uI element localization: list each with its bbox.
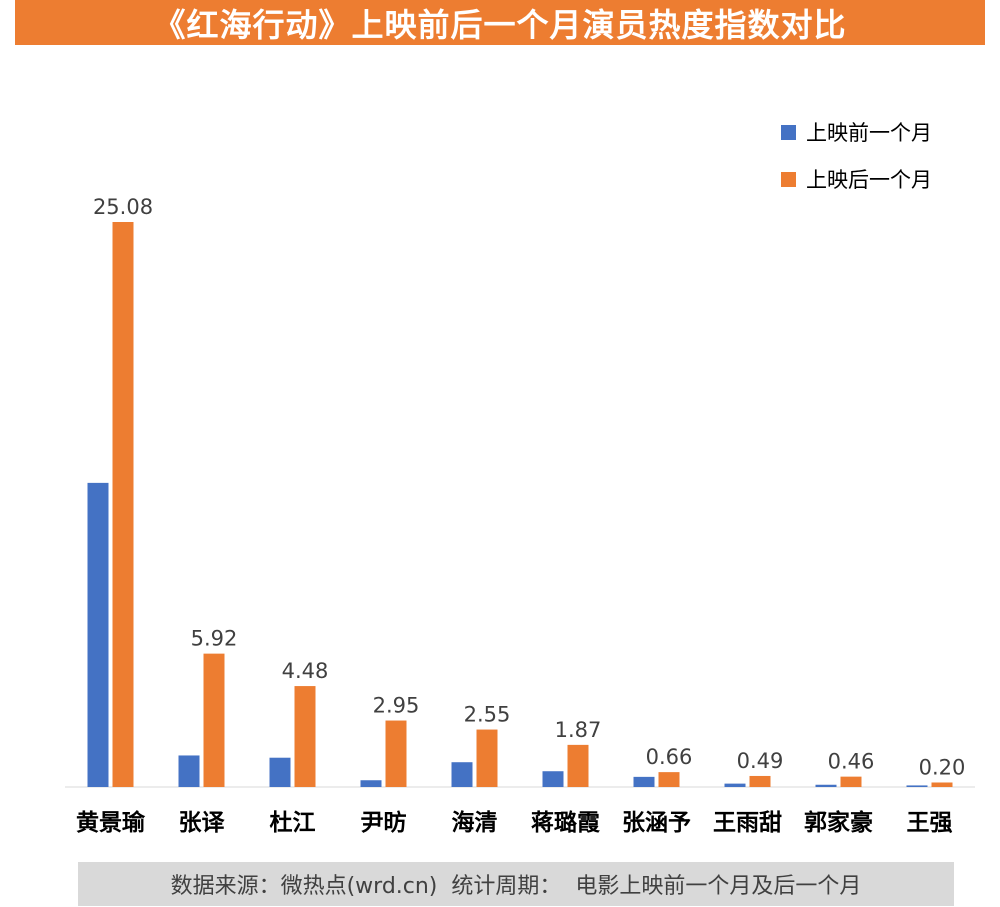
bar-after-7 (749, 775, 771, 787)
data-label-8: 0.46 (828, 750, 875, 774)
data-label-0: 25.08 (93, 195, 153, 219)
bar-after-1 (203, 653, 225, 787)
data-label-1: 5.92 (191, 627, 238, 651)
legend-label-1: 上映后一个月 (806, 168, 932, 192)
bar-before-8 (815, 784, 837, 787)
bar-after-4 (476, 729, 498, 787)
bar-before-9 (906, 785, 928, 787)
bar-before-6 (633, 776, 655, 787)
x-tick-label-4: 海清 (452, 809, 498, 836)
footer-note: 数据来源：微热点(wrd.cn) 统计周期： 电影上映前一个月及后一个月 (78, 862, 954, 906)
x-tick-label-5: 蒋璐霞 (531, 809, 601, 836)
legend-swatch-1 (781, 172, 796, 187)
x-tick-label-0: 黄景瑜 (76, 809, 146, 836)
data-label-7: 0.49 (737, 749, 784, 773)
x-tick-label-8: 郭家豪 (804, 809, 873, 836)
bar-before-5 (542, 771, 564, 787)
data-label-6: 0.66 (646, 745, 693, 769)
footer-period: 统计周期： 电影上映前一个月及后一个月 (451, 874, 862, 899)
bar-after-6 (658, 772, 680, 787)
x-tick-label-9: 王强 (907, 810, 953, 836)
footer-source: 数据来源：微热点(wrd.cn) (170, 874, 438, 899)
bar-after-0 (112, 222, 134, 787)
bar-before-3 (360, 780, 382, 787)
data-label-5: 1.87 (555, 718, 602, 742)
data-label-2: 4.48 (282, 659, 329, 683)
chart-title: 《红海行动》上映前后一个月演员热度指数对比 (15, 0, 985, 45)
data-label-3: 2.95 (373, 694, 420, 718)
x-tick-label-2: 杜江 (270, 810, 316, 836)
data-label-4: 2.55 (464, 703, 511, 727)
x-tick-label-6: 张涵予 (622, 810, 691, 836)
footer-gap (437, 872, 451, 897)
bar-after-2 (294, 686, 316, 787)
data-label-9: 0.20 (919, 755, 966, 779)
x-tick-label-3: 尹昉 (361, 810, 407, 836)
legend-label-0: 上映前一个月 (806, 121, 932, 145)
bar-after-9 (931, 782, 953, 787)
bar-before-1 (178, 755, 200, 787)
bar-before-4 (451, 762, 473, 787)
bar-after-5 (567, 744, 589, 787)
bar-after-3 (385, 720, 407, 787)
legend-swatch-0 (781, 125, 796, 140)
bar-before-2 (269, 757, 291, 787)
bar-before-0 (87, 482, 109, 787)
x-tick-label-7: 王雨甜 (713, 810, 782, 836)
bar-after-8 (840, 776, 862, 787)
x-tick-label-1: 张译 (179, 810, 226, 836)
bar-before-7 (724, 783, 746, 787)
